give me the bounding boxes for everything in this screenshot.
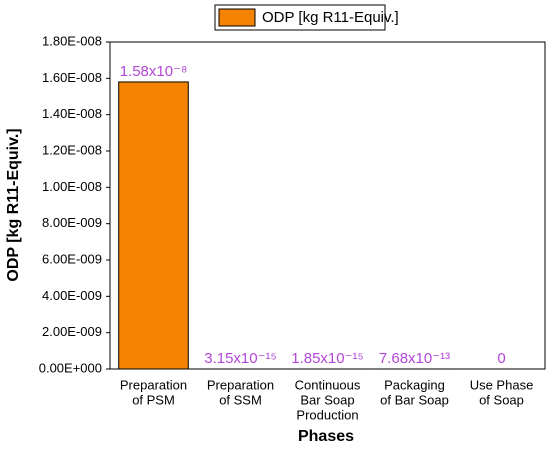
- x-tick-label: of Bar Soap: [380, 392, 449, 407]
- y-tick-label: 8.00E-009: [42, 215, 102, 230]
- x-axis-title: Phases: [298, 428, 354, 445]
- y-tick-label: 1.40E-008: [42, 106, 102, 121]
- y-tick-label: 4.00E-009: [42, 288, 102, 303]
- x-tick-label: Production: [296, 407, 358, 422]
- x-tick-label: of Soap: [479, 392, 524, 407]
- x-tick-label: Bar Soap: [300, 392, 354, 407]
- value-label: 1.58x10⁻⁸: [120, 63, 188, 80]
- x-tick-label: Preparation: [120, 377, 187, 392]
- x-tick-label: of PSM: [132, 392, 175, 407]
- y-tick-label: 1.60E-008: [42, 70, 102, 85]
- value-label: 7.68x10⁻¹³: [379, 350, 450, 367]
- value-label: 0: [497, 350, 505, 367]
- y-tick-label: 6.00E-009: [42, 251, 102, 266]
- y-tick-label: 1.80E-008: [42, 33, 102, 48]
- x-tick-label: Packaging: [384, 377, 445, 392]
- x-tick-label: Continuous: [295, 377, 361, 392]
- bar: [118, 81, 189, 370]
- value-label: 1.85x10⁻¹⁵: [291, 350, 364, 367]
- value-label: 3.15x10⁻¹⁵: [204, 350, 277, 367]
- legend-label: ODP [kg R11-Equiv.]: [262, 9, 399, 26]
- x-tick-label: Preparation: [207, 377, 274, 392]
- legend-swatch: [218, 8, 256, 27]
- y-tick-label: 1.00E-008: [42, 179, 102, 194]
- y-tick-label: 1.20E-008: [42, 142, 102, 157]
- x-tick-label: of SSM: [219, 392, 262, 407]
- y-tick-label: 2.00E-009: [42, 324, 102, 339]
- y-axis-title: ODP [kg R11-Equiv.]: [5, 128, 22, 281]
- x-tick-label: Use Phase: [470, 377, 534, 392]
- y-tick-label: 0.00E+000: [39, 360, 102, 375]
